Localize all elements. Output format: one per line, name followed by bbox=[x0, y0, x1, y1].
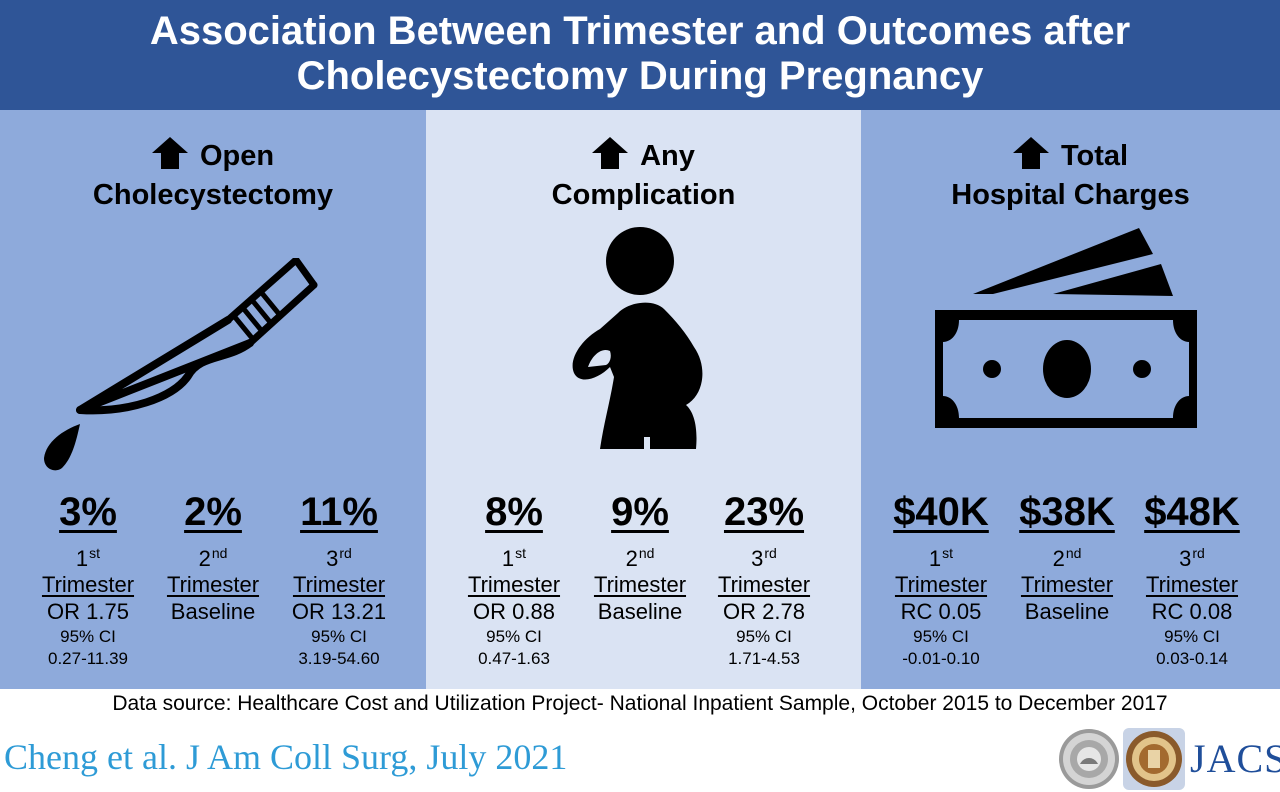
stat-trimester-3: 11% 3rd Trimester OR 13.21 95% CI 3.19-5… bbox=[279, 490, 399, 670]
panel-title-line-2: Complication bbox=[551, 179, 736, 211]
stat-trimester-2: $38K 2nd Trimester Baseline bbox=[1007, 490, 1127, 626]
panel-title-line-1: Any bbox=[640, 140, 695, 172]
panel-title-line-2: Cholecystectomy bbox=[92, 179, 334, 211]
panel-title: Open Cholecystectomy bbox=[0, 137, 426, 215]
infographic-header: Association Between Trimester and Outcom… bbox=[0, 0, 1280, 110]
stat-trimester-label: Trimester bbox=[41, 572, 135, 597]
journal-seal-icon bbox=[1123, 728, 1185, 790]
stat-trimester-label: Trimester bbox=[1020, 572, 1114, 597]
stat-ci-label: 95% CI bbox=[1164, 627, 1220, 646]
stat-ci-range: 0.47-1.63 bbox=[478, 649, 550, 668]
stat-ordinal: 3rd bbox=[1179, 545, 1205, 571]
panel-title-line-1: Open bbox=[199, 140, 275, 172]
header-title-line-2: Cholecystectomy During Pregnancy bbox=[296, 54, 984, 98]
stat-measure: OR 1.75 bbox=[47, 599, 129, 624]
data-source-note: Data source: Healthcare Cost and Utiliza… bbox=[112, 692, 1168, 715]
stat-trimester-2: 9% 2nd Trimester Baseline bbox=[580, 490, 700, 626]
stat-ci-range: 3.19-54.60 bbox=[298, 649, 380, 668]
stat-ci-label: 95% CI bbox=[486, 627, 542, 646]
stat-trimester-1: 3% 1st Trimester OR 1.75 95% CI 0.27-11.… bbox=[28, 490, 148, 670]
stat-trimester-1: $40K 1st Trimester RC 0.05 95% CI -0.01-… bbox=[881, 490, 1001, 670]
stat-measure: OR 13.21 bbox=[291, 599, 387, 624]
stat-value: $38K bbox=[1019, 490, 1115, 534]
stat-ordinal: 1st bbox=[75, 545, 101, 571]
stat-value: 8% bbox=[485, 490, 543, 534]
stat-ci-label: 95% CI bbox=[913, 627, 969, 646]
pregnant-woman-icon bbox=[572, 227, 703, 457]
stat-measure: RC 0.08 bbox=[1151, 599, 1233, 624]
panel-title: Any Complication bbox=[426, 137, 861, 215]
stat-trimester-label: Trimester bbox=[467, 572, 561, 597]
stat-trimester-label: Trimester bbox=[1145, 572, 1239, 597]
stat-value: 11% bbox=[300, 490, 378, 534]
stat-value: 9% bbox=[611, 490, 669, 534]
stat-ci-range: -0.01-0.10 bbox=[902, 649, 980, 668]
scalpel-icon bbox=[44, 258, 318, 471]
stat-ci-range: 0.27-11.39 bbox=[47, 649, 129, 668]
stat-ordinal: 1st bbox=[501, 545, 527, 571]
stat-ordinal: 2nd bbox=[198, 545, 228, 571]
stat-trimester-1: 8% 1st Trimester OR 0.88 95% CI 0.47-1.6… bbox=[454, 490, 574, 670]
stat-value: 2% bbox=[184, 490, 242, 534]
stat-ci-range: 1.71-4.53 bbox=[728, 649, 800, 668]
up-arrow-icon bbox=[592, 137, 629, 169]
stat-trimester-label: Trimester bbox=[292, 572, 386, 597]
stat-value: $40K bbox=[893, 490, 989, 534]
college-seal-icon bbox=[1059, 729, 1119, 789]
stat-value: 3% bbox=[59, 490, 117, 534]
header-title-line-1: Association Between Trimester and Outcom… bbox=[149, 9, 1131, 53]
panel-title-line-2: Hospital Charges bbox=[951, 179, 1190, 211]
stat-trimester-3: 23% 3rd Trimester OR 2.78 95% CI 1.71-4.… bbox=[704, 490, 824, 670]
stat-ci-range: 0.03-0.14 bbox=[1156, 649, 1228, 668]
jacs-logo: JACS bbox=[1190, 736, 1280, 781]
citation: Cheng et al. J Am Coll Surg, July 2021 bbox=[4, 737, 568, 777]
panel-title-line-1: Total bbox=[1060, 140, 1129, 172]
stat-measure: OR 0.88 bbox=[473, 599, 555, 624]
money-icon bbox=[935, 228, 1197, 428]
stat-value: $48K bbox=[1144, 490, 1240, 534]
up-arrow-icon bbox=[1012, 137, 1049, 169]
stat-trimester-label: Trimester bbox=[894, 572, 988, 597]
stat-measure: Baseline bbox=[170, 599, 256, 624]
stat-measure: Baseline bbox=[1024, 599, 1110, 624]
panel-any-complication: Any Complication 8% 1st Trimester OR 0.8… bbox=[426, 110, 861, 689]
stat-ordinal: 2nd bbox=[625, 545, 655, 571]
stat-trimester-label: Trimester bbox=[717, 572, 811, 597]
panel-total-hospital-charges: Total Hospital Charges $40K 1st Trimeste… bbox=[861, 110, 1280, 689]
stat-ci-label: 95% CI bbox=[60, 627, 116, 646]
stat-trimester-2: 2% 2nd Trimester Baseline bbox=[153, 490, 273, 626]
stat-ordinal: 1st bbox=[928, 545, 954, 571]
stat-ordinal: 2nd bbox=[1052, 545, 1082, 571]
stat-ordinal: 3rd bbox=[751, 545, 777, 571]
stat-measure: Baseline bbox=[597, 599, 683, 624]
panel-title: Total Hospital Charges bbox=[861, 137, 1280, 215]
up-arrow-icon bbox=[151, 137, 188, 169]
stat-trimester-label: Trimester bbox=[593, 572, 687, 597]
stat-value: 23% bbox=[723, 490, 805, 534]
stat-ci-label: 95% CI bbox=[311, 627, 367, 646]
stat-ci-label: 95% CI bbox=[736, 627, 792, 646]
stat-ordinal: 3rd bbox=[326, 545, 352, 571]
stat-trimester-3: $48K 3rd Trimester RC 0.08 95% CI 0.03-0… bbox=[1132, 490, 1252, 670]
stat-trimester-label: Trimester bbox=[166, 572, 260, 597]
panel-open-cholecystectomy: Open Cholecystectomy 3% 1st Trimester OR… bbox=[0, 110, 426, 689]
stat-measure: OR 2.78 bbox=[723, 599, 805, 624]
stat-measure: RC 0.05 bbox=[900, 599, 982, 624]
